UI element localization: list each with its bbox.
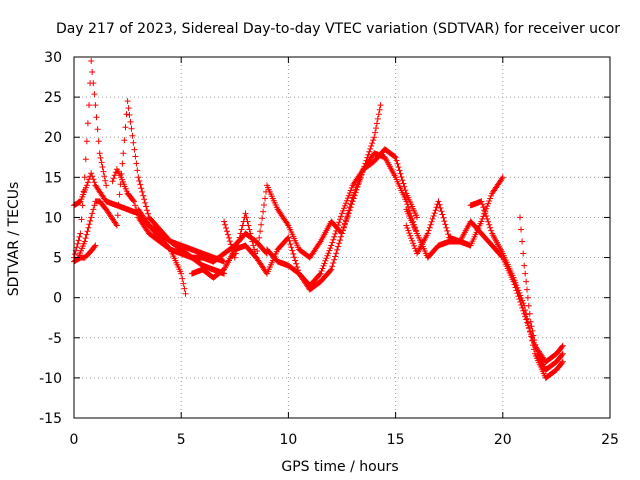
series-markers [109, 166, 189, 297]
chart-title: Day 217 of 2023, Sidereal Day-to-day VTE… [56, 21, 620, 37]
series-s6 [135, 206, 270, 265]
series-s13 [517, 214, 566, 373]
y-tick-label: 0 [53, 291, 62, 307]
x-tick-label: 0 [70, 432, 79, 448]
y-tick-label: 15 [44, 170, 62, 186]
y-axis-label: SDTVAR / TECUs [6, 182, 22, 297]
y-tick-label: 30 [44, 50, 62, 66]
x-tick-label: 15 [387, 432, 405, 448]
y-tick-label: -10 [39, 371, 62, 387]
series-markers [71, 58, 110, 261]
y-tick-label: 10 [44, 210, 62, 226]
grid-lines [74, 57, 610, 418]
axis-ticks [73, 56, 611, 419]
data-series [71, 58, 566, 381]
x-tick-labels: 0 5 10 15 20 25 [70, 432, 619, 448]
x-tick-label: 5 [177, 432, 186, 448]
x-tick-label: 25 [601, 432, 619, 448]
series-markers [264, 146, 420, 289]
plot-frame [73, 56, 611, 419]
x-tick-label: 10 [279, 432, 297, 448]
x-tick-label: 20 [494, 432, 512, 448]
y-tick-labels: -15 -10 -5 0 5 10 15 20 25 30 [39, 50, 62, 427]
y-tick-label: 20 [44, 130, 62, 146]
series-s2 [71, 58, 110, 261]
series-s9 [264, 146, 420, 289]
y-tick-label: -5 [48, 331, 62, 347]
series-markers [135, 206, 270, 265]
y-tick-label: -15 [39, 411, 62, 427]
series-markers [517, 214, 566, 373]
y-tick-label: 25 [44, 90, 62, 106]
x-axis-label: GPS time / hours [281, 459, 398, 475]
y-tick-label: 5 [53, 251, 62, 267]
series-s5 [109, 166, 189, 297]
